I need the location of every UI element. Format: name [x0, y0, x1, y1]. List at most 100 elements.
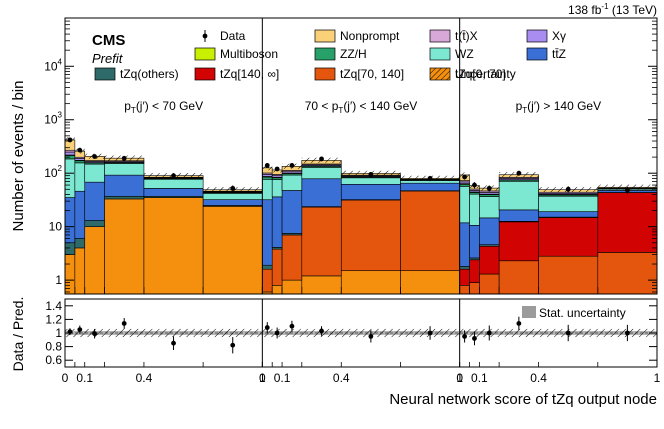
bar-x-r1-b1 — [65, 151, 76, 156]
data-point-r2-b3 — [289, 162, 295, 168]
bar-tt-z-r1-b1 — [65, 197, 76, 244]
legend-label: tZq[140, ∞] — [220, 67, 279, 81]
bar-tzq-0-70-r2-b3 — [281, 279, 303, 294]
bar-tzq-140-r3-b2 — [469, 259, 480, 283]
bar-tt-z-r2-b1 — [262, 199, 273, 266]
bar-x-r2-b1 — [262, 174, 273, 177]
data-point-r3-b4 — [516, 170, 522, 176]
ratio-y-axis: 0.60.811.21.4 — [45, 299, 657, 367]
data-point-r3-b3 — [486, 185, 492, 192]
legend-label: Nonprompt — [340, 29, 400, 43]
y-tick-label: 103 — [44, 111, 62, 127]
bar-tt-z-r3-b5 — [538, 211, 599, 218]
bar-tt-z-r2-b3 — [281, 190, 303, 234]
data-point-r2-b5 — [368, 171, 374, 177]
bar-tzq-140-r3-b1 — [459, 268, 470, 286]
ratio-y-tick-label: 1.2 — [45, 312, 62, 326]
bar-tzq-0-70-r1-b3 — [84, 226, 105, 294]
legend-label: Data — [220, 29, 246, 43]
bar-tzq-70-140-r3-b6 — [597, 252, 657, 294]
bar-tzq-70-140-r2-b1 — [262, 268, 273, 293]
ratio-point-r2-b3 — [289, 320, 295, 332]
legend-label: Multiboson — [220, 47, 278, 61]
bar-wz-r3-b3 — [479, 196, 500, 219]
x-tick-label: 0.4 — [530, 371, 547, 385]
main-plot-frame — [64, 17, 658, 295]
bar-tt-z-r1-b2 — [74, 190, 86, 239]
bar-wz-r3-b2 — [469, 193, 480, 226]
x-tick-label: 1 — [259, 371, 266, 385]
bar-tzq-70-140-r2-b6 — [400, 190, 460, 272]
ratio-point-r2-b1 — [264, 322, 270, 333]
bar-tzq-70-140-r3-b1 — [459, 285, 470, 294]
x-tick-label: 0.4 — [136, 371, 153, 385]
bar-tzq-70-140-r3-b5 — [538, 255, 599, 294]
bar-wz-r2-b3 — [281, 174, 303, 191]
ratio-y-tick-label: 0.8 — [45, 340, 62, 354]
bar-tzq-70-140-r2-b3 — [281, 234, 303, 281]
bar-tzq-others-r1-b4 — [104, 195, 145, 200]
ratio-point-r3-b4 — [516, 316, 522, 331]
legend-label: ZZ/H — [340, 47, 367, 61]
data-point-r1-b5 — [171, 173, 176, 179]
bar-tzq-0-70-r2-b4 — [301, 275, 342, 294]
x-tick-label: 0.1 — [471, 371, 488, 385]
ratio-point-r3-b5 — [565, 324, 571, 342]
data-point-r3-b1 — [462, 174, 467, 180]
bar-wz-r1-b6 — [202, 193, 263, 200]
lumi-label: 138 fb-1 (13 TeV) — [568, 2, 657, 17]
legend-label: tZq(others) — [120, 67, 179, 81]
x-tick-label: 0 — [259, 371, 266, 385]
legend-entry-nonprompt: Nonprompt — [314, 29, 400, 43]
x-tick-label: 0 — [62, 371, 69, 385]
bar-wz-r3-b1 — [459, 186, 470, 224]
x-tick-label: 0.1 — [76, 371, 93, 385]
bar-tzq-70-140-r3-b3 — [479, 273, 500, 294]
bar-tzq-140-r3-b5 — [538, 217, 599, 257]
ratio-point-r2-b4 — [319, 326, 324, 336]
legend-entry-tzq-70-140: tZq[70, 140] — [314, 67, 404, 81]
x-tick-label: 1 — [456, 371, 463, 385]
y-tick-label: 10 — [49, 220, 63, 234]
bar-zz-h-r1-b2 — [74, 160, 86, 164]
ratio-point-r1-b2 — [77, 325, 83, 334]
prefit-label: Prefit — [92, 51, 124, 66]
legend-entry-tzq-140: tZq[140, ∞] — [194, 67, 279, 81]
ratio-y-tick-label: 1.4 — [45, 299, 62, 313]
ratio-y-axis-label: Data / Pred. — [10, 297, 26, 372]
bar-tzq-0-70-r2-b5 — [340, 270, 401, 294]
bar-wz-r1-b5 — [143, 178, 204, 189]
data-point-r3-b2 — [472, 182, 477, 189]
y-tick-label: 104 — [44, 57, 62, 73]
main-y-axis: 1 10 102 103 104 — [44, 17, 657, 293]
region-label-1: pT(j′) < 70 GeV — [124, 99, 203, 115]
x-tick-label: 1 — [654, 371, 661, 385]
bar-tzq-others-r1-b1 — [65, 242, 76, 255]
bar-tt-z-r2-b4 — [301, 178, 342, 207]
bar-wz-r2-b1 — [262, 178, 273, 201]
bar-tzq-140-r3-b6 — [597, 192, 657, 253]
bar-tt-z-r1-b4 — [104, 174, 145, 197]
legend-entry-multiboson: Multiboson — [194, 47, 278, 61]
bar-tzq-0-70-r1-b6 — [202, 206, 263, 294]
bar-tt-z-r1-b6 — [202, 199, 263, 206]
stat-uncertainty-swatch — [522, 306, 536, 318]
bar-tzq-70-140-r3-b4 — [498, 260, 539, 294]
bar-tzq-others-r2-b1 — [262, 264, 273, 270]
legend-label: tZq[70, 140] — [340, 67, 404, 81]
ratio-y-tick-label: 0.6 — [45, 353, 62, 367]
bar-wz-r1-b3 — [84, 163, 105, 183]
legend-label: tZq[0, 70] — [455, 67, 506, 81]
legend-label: t(t̄)X — [455, 29, 478, 43]
x-tick-label: 0 — [456, 371, 463, 385]
ratio-panel-data-points — [67, 316, 630, 354]
x-axis: 0 0.1 0.4 10 0.1 0.4 10 0.1 0.4 1 — [62, 287, 661, 385]
ratio-point-r3-b3 — [486, 325, 492, 341]
data-point-r1-b2 — [77, 147, 83, 153]
data-point-r3-b6 — [625, 187, 630, 194]
ratio-point-r1-b5 — [171, 336, 176, 350]
bar-tzq-0-70-r1-b5 — [143, 197, 204, 294]
bar-tzq-others-r1-b3 — [84, 220, 105, 227]
bar-tzq-70-140-r2-b2 — [271, 248, 283, 286]
bar-wz-r1-b4 — [104, 163, 145, 176]
